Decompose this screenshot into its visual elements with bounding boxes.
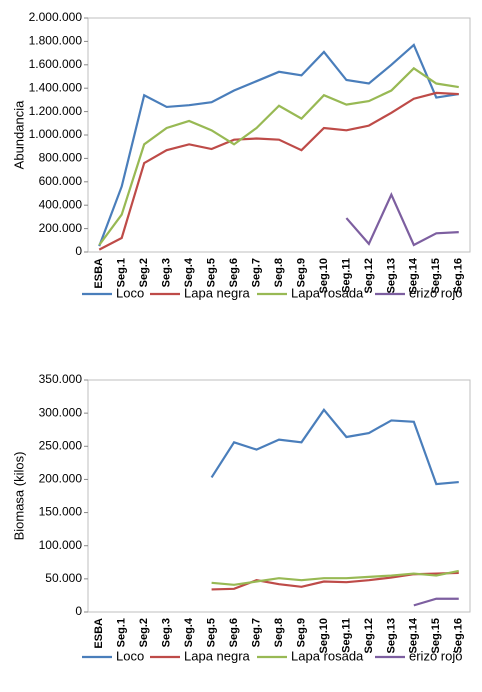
x-tick-label: Seg.14 <box>408 617 420 653</box>
x-tick-label: Seg.8 <box>273 618 285 647</box>
x-tick-label: Seg.9 <box>295 258 307 287</box>
y-tick-label: 1.000.000 <box>29 127 83 141</box>
x-tick-label: Seg.11 <box>340 258 352 293</box>
y-tick-label: 1.400.000 <box>29 80 83 94</box>
x-tick-label: Seg.16 <box>453 258 465 293</box>
series-line <box>413 597 459 607</box>
x-tick-label: Seg.6 <box>228 618 240 647</box>
y-tick-label: 800.000 <box>39 151 83 165</box>
series-line <box>210 408 459 486</box>
x-tick-label: ESBA <box>93 258 105 289</box>
x-tick-label: Seg.8 <box>273 258 285 287</box>
x-tick-label: ESBA <box>93 618 105 649</box>
x-tick-label: Seg.7 <box>250 618 262 647</box>
y-tick-label: 150.000 <box>39 505 83 519</box>
y-tick-label: 1.800.000 <box>29 34 83 48</box>
y-axis-title: Abundancia <box>11 100 26 169</box>
x-tick-label: Seg.10 <box>318 258 330 293</box>
legend-label: Lapa rosada <box>291 285 364 300</box>
x-tick-label: Seg.15 <box>430 618 442 653</box>
legend-label: Loco <box>116 285 144 300</box>
series-line <box>98 66 459 246</box>
plot-frame <box>87 379 471 613</box>
y-tick-label: 200.000 <box>39 472 83 486</box>
x-tick-label: Seg.3 <box>161 618 173 647</box>
x-tick-label: Seg.16 <box>453 618 465 653</box>
x-tick-label: Seg.2 <box>138 258 150 287</box>
x-tick-label: Seg.11 <box>340 618 352 653</box>
series-line <box>98 91 459 251</box>
series-line <box>98 43 459 247</box>
x-tick-label: Seg.1 <box>116 258 128 287</box>
y-tick-label: 2.000.000 <box>29 10 83 24</box>
series-line <box>211 569 459 586</box>
y-tick-label: 350.000 <box>39 372 83 386</box>
y-tick-label: 100.000 <box>39 538 83 552</box>
y-tick-label: 400.000 <box>39 197 83 211</box>
y-tick-label: 200.000 <box>39 221 83 235</box>
x-tick-label: Seg.13 <box>385 618 397 653</box>
x-tick-label: Seg.1 <box>116 618 128 647</box>
y-tick-label: 1.600.000 <box>29 57 83 71</box>
x-tick-label: Seg.10 <box>318 618 330 653</box>
y-tick-label: 50.000 <box>45 571 82 585</box>
legend-label: Loco <box>116 648 144 663</box>
x-tick-label: Seg.6 <box>228 258 240 287</box>
x-tick-label: Seg.3 <box>161 258 173 287</box>
plot-frame <box>87 17 471 253</box>
x-tick-label: Seg.4 <box>183 617 195 647</box>
x-tick-label: Seg.14 <box>408 257 420 293</box>
x-tick-label: Seg.7 <box>250 258 262 287</box>
legend-label: erizo rojo <box>409 648 462 663</box>
y-tick-label: 1.200.000 <box>29 104 83 118</box>
x-tick-label: Seg.12 <box>363 618 375 653</box>
y-tick-label: 250.000 <box>39 438 83 452</box>
x-tick-label: Seg.12 <box>363 258 375 293</box>
x-tick-label: Seg.2 <box>138 618 150 647</box>
y-tick-label: 600.000 <box>39 174 83 188</box>
legend-label: Lapa negra <box>184 648 251 663</box>
series-line <box>211 571 459 591</box>
x-tick-label: Seg.15 <box>430 258 442 293</box>
legend-label: Lapa rosada <box>291 648 364 663</box>
legend-label: erizo rojo <box>409 285 462 300</box>
y-tick-label: 0 <box>75 604 82 618</box>
x-tick-label: Seg.4 <box>183 257 195 287</box>
y-axis-title: Biomasa (kilos) <box>11 452 26 541</box>
x-tick-label: Seg.9 <box>295 618 307 647</box>
x-tick-label: Seg.5 <box>205 258 217 287</box>
series-line <box>345 191 459 247</box>
legend-label: Lapa negra <box>184 285 251 300</box>
x-tick-label: Seg.13 <box>385 258 397 293</box>
x-tick-label: Seg.5 <box>205 618 217 647</box>
y-tick-label: 300.000 <box>39 405 83 419</box>
y-tick-label: 0 <box>75 244 82 258</box>
